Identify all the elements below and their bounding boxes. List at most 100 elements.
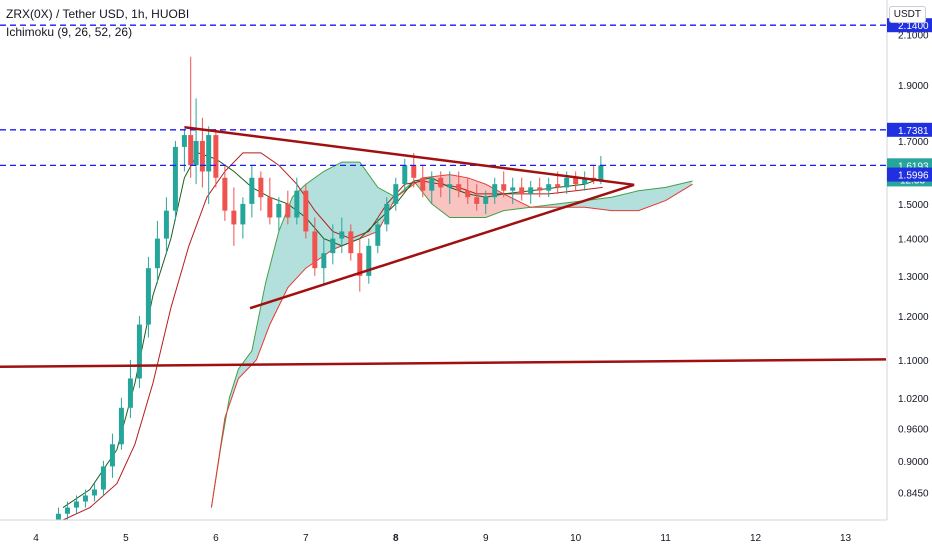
candle-body (411, 165, 417, 178)
price-axis-bg (887, 0, 932, 550)
candle-body (348, 231, 354, 254)
candle-body (573, 177, 579, 185)
x-tick-label: 11 (660, 533, 671, 544)
candle-body (393, 184, 399, 204)
candle-body (240, 203, 246, 225)
candle-body (136, 324, 142, 379)
candle-body (483, 197, 489, 204)
candle-body (145, 268, 151, 325)
candle-body (199, 140, 205, 172)
x-tick-label: 6 (213, 533, 219, 544)
candle-body (206, 135, 212, 172)
candle-body (285, 203, 291, 218)
candle-body (528, 187, 534, 194)
y-tick-label: 1.7000 (898, 137, 929, 148)
last-price-label: 1.6193 (898, 161, 929, 172)
candle-body (303, 190, 309, 232)
y-tick-label: 1.0200 (898, 394, 929, 405)
candle-body (321, 253, 327, 269)
level-badge-label: 2.1400 (898, 21, 929, 32)
y-tick-label: 0.9000 (898, 457, 929, 468)
candle-body (294, 190, 300, 218)
symbol-title: ZRX(0X) / Tether USD, 1h, HUOBI (6, 7, 190, 21)
x-tick-label: 5 (123, 533, 129, 544)
candle-body (91, 489, 97, 496)
candle-body (474, 197, 480, 204)
candle-body (447, 184, 453, 188)
x-tick-label: 13 (840, 533, 852, 544)
candle-body (429, 177, 435, 191)
y-tick-label: 1.9000 (898, 81, 929, 92)
candle-body (127, 378, 133, 408)
candle-body (519, 187, 525, 194)
ichimoku-cloud (227, 162, 415, 410)
candle-body (154, 238, 160, 269)
x-tick-label: 8 (393, 533, 399, 544)
plot-group (55, 56, 693, 520)
candle-body (188, 135, 194, 166)
level-badge-lower (887, 167, 932, 182)
y-tick-label: 0.9600 (898, 424, 929, 435)
candle-body (456, 184, 462, 191)
candle-body (267, 197, 273, 218)
y-tick-label: 1.4000 (898, 235, 929, 246)
candle-body (555, 184, 561, 188)
candle-body (438, 177, 444, 188)
candle-body (375, 224, 381, 246)
candle-body (276, 203, 282, 218)
y-tick-label: 0.8450 (898, 488, 929, 499)
candle-body (582, 177, 588, 185)
level-badge-lower-label: 1.5996 (898, 171, 929, 182)
x-tick-label: 7 (303, 533, 309, 544)
y-tick-label: 1.3000 (898, 272, 929, 283)
x-tick-label: 4 (33, 533, 39, 544)
candle-body (366, 245, 372, 276)
candle-body (537, 187, 543, 191)
candle-body (546, 184, 552, 191)
candle-body (384, 203, 390, 225)
candle-body (118, 407, 124, 445)
candle-body (510, 187, 516, 191)
candle-body (357, 253, 363, 276)
candle-body (231, 210, 237, 225)
y-tick-label: 1.5000 (898, 200, 929, 211)
candle-body (258, 177, 264, 198)
trend-line-horizontal-support (0, 358, 887, 369)
candle-body (172, 146, 178, 211)
x-tick-label: 12 (750, 533, 762, 544)
candle-body (564, 177, 570, 188)
candle-body (193, 140, 199, 166)
candle-body (249, 177, 255, 204)
candle-body (465, 190, 471, 198)
candle-body (163, 210, 169, 239)
trend-line-triangle-lower (249, 183, 635, 310)
candle-body (213, 135, 219, 178)
time-axis-bg (0, 520, 932, 550)
candle-body (100, 466, 106, 490)
level-badge (887, 122, 932, 137)
candle-body (339, 231, 345, 239)
x-tick-label: 10 (570, 533, 582, 544)
candle-body (312, 231, 318, 269)
candle-body (598, 165, 604, 181)
x-tick-label: 9 (483, 533, 489, 544)
trend-line-triangle-upper (184, 126, 635, 187)
candle-body (222, 177, 228, 211)
y-tick-label: 1.1000 (898, 356, 929, 367)
candle-body (55, 513, 61, 520)
candle-body (181, 135, 187, 147)
candle-body (109, 444, 115, 467)
candle-body (82, 495, 88, 502)
candle-body (330, 238, 336, 254)
indicator-label: Ichimoku (9, 26, 52, 26) (6, 25, 133, 39)
candle-body (402, 165, 408, 185)
y-tick-label: 2.1000 (898, 31, 929, 42)
candle-body (73, 501, 79, 508)
candle-body (64, 507, 70, 514)
candle-body (420, 177, 426, 191)
y-tick-label: 1.2000 (898, 312, 929, 323)
currency-button[interactable]: USDT (888, 6, 926, 23)
level-badge-label: 1.7381 (898, 126, 929, 137)
